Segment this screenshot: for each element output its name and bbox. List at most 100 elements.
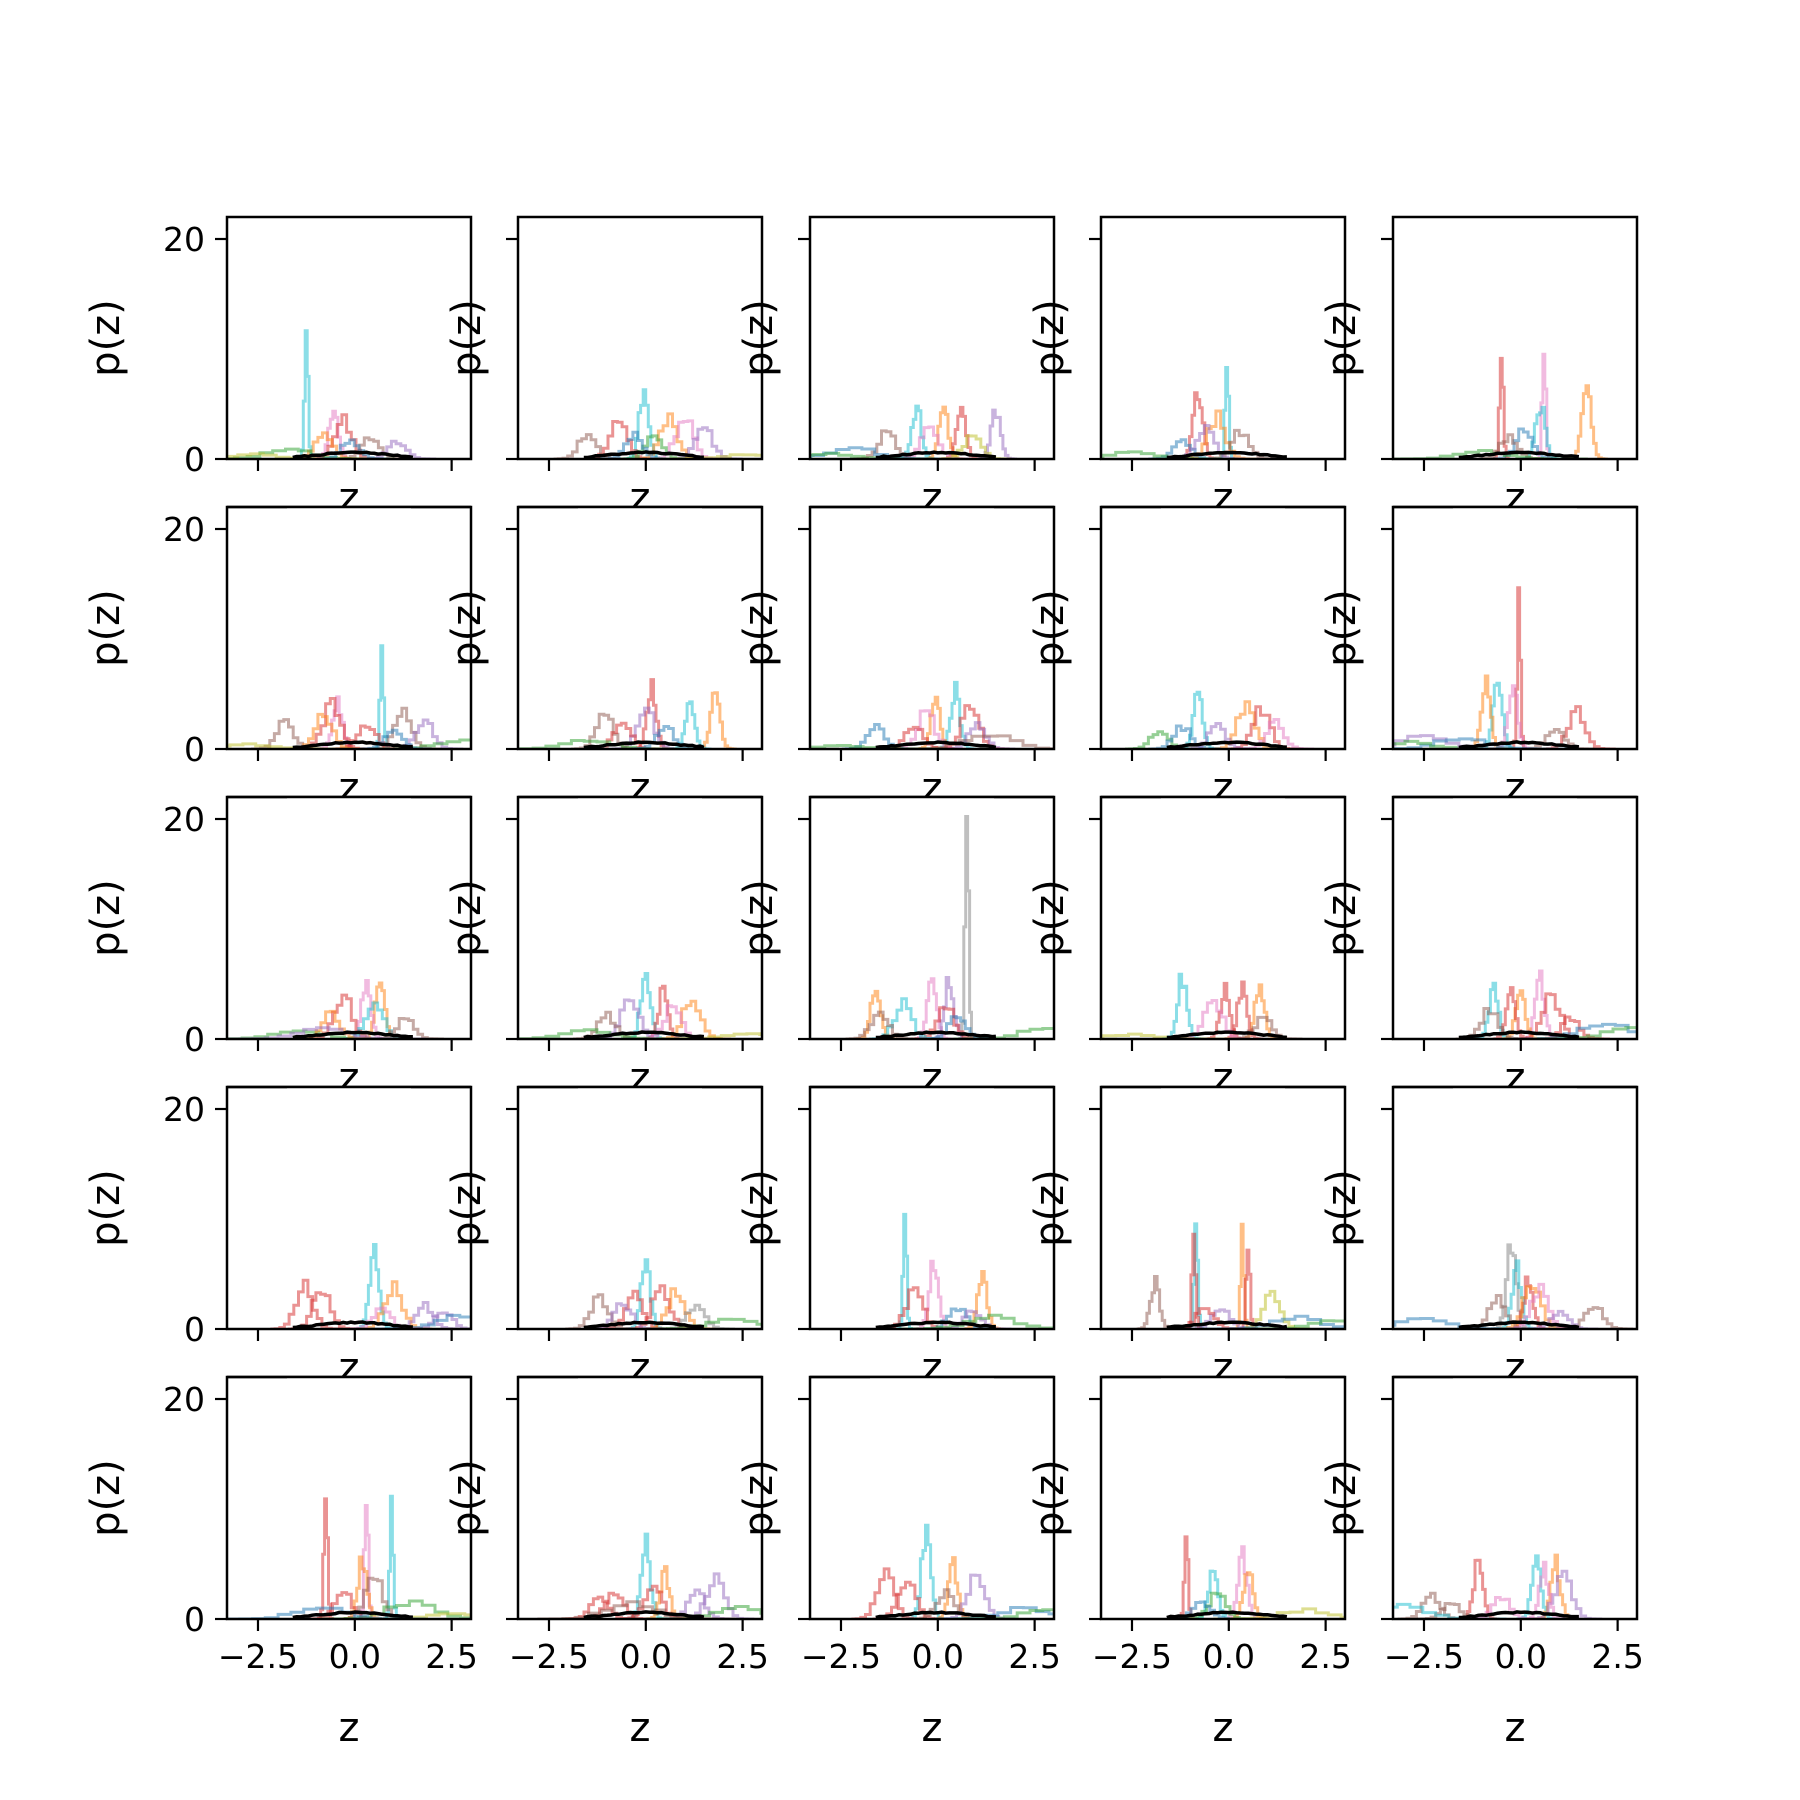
mean-density-line: [583, 1320, 705, 1329]
label-overlap-mask: [1453, 507, 1577, 525]
mean-density-line: [875, 1320, 996, 1329]
axes-frame: [1391, 215, 1639, 461]
panel-r5-c5: −2.5 0.0 2.5 z p(z): [1319, 1375, 1644, 1751]
x-tick-label: 2.5: [1299, 1637, 1351, 1676]
mean-density-line: [1166, 740, 1287, 749]
label-overlap-mask: [870, 507, 994, 525]
mean-density-line: [1166, 1610, 1288, 1619]
x-tick-label: −2.5: [1384, 1637, 1464, 1676]
x-tick-label: 0.0: [912, 1637, 964, 1676]
y-axis-label: p(z): [736, 1459, 782, 1537]
x-tick-label: 0.0: [1495, 1637, 1547, 1676]
y-axis-label: p(z): [1027, 879, 1073, 957]
label-overlap-mask: [870, 1377, 994, 1395]
mean-density-line: [1458, 1030, 1580, 1039]
y-tick-label: 0: [184, 440, 205, 479]
panel-r5-c2: −2.5 0.0 2.5 z p(z): [444, 1375, 769, 1751]
y-axis-label: p(z): [736, 1169, 782, 1247]
y-axis-label: p(z): [1319, 589, 1365, 667]
mean-density-line: [875, 740, 997, 749]
y-axis-label: p(z): [444, 1169, 490, 1247]
y-axis-label: p(z): [1027, 1169, 1073, 1247]
mean-density-line: [292, 1320, 413, 1329]
y-axis-label: p(z): [1319, 299, 1365, 377]
mean-density-line: [292, 740, 414, 749]
y-axis-label: p(z): [1027, 1459, 1073, 1537]
panel-r4-c3: zp(z): [736, 1085, 1056, 1391]
label-overlap-mask: [1161, 797, 1285, 815]
panel-r5-c1: −2.5 0.0 2.5 0 20 z p(z): [83, 1375, 478, 1751]
mean-density-line: [1166, 1320, 1288, 1329]
panel-r1-c4: zp(z): [1027, 215, 1347, 521]
y-tick-label: 20: [163, 510, 205, 549]
y-axis-label: p(z): [736, 589, 782, 667]
label-overlap-mask: [1161, 1377, 1285, 1395]
y-tick-label: 20: [163, 1380, 205, 1419]
panel-r1-c3: zp(z): [736, 215, 1056, 521]
label-overlap-mask: [1161, 507, 1285, 525]
x-tick-label: 2.5: [1008, 1637, 1060, 1676]
y-axis-label: p(z): [83, 299, 129, 377]
panel-r5-c4: −2.5 0.0 2.5 z p(z): [1027, 1375, 1352, 1751]
y-tick-label: 0: [184, 1020, 205, 1059]
label-overlap-mask: [287, 507, 411, 525]
y-axis-label: p(z): [736, 879, 782, 957]
x-tick-label: −2.5: [218, 1637, 298, 1676]
y-axis-label: p(z): [444, 1459, 490, 1537]
label-overlap-mask: [287, 1087, 411, 1105]
mean-density-line: [875, 450, 997, 459]
x-tick-label: −2.5: [801, 1637, 881, 1676]
mean-density-line: [1458, 740, 1580, 749]
y-axis-label: p(z): [1319, 879, 1365, 957]
x-tick-label: 2.5: [716, 1637, 768, 1676]
mean-density-line: [292, 1610, 414, 1619]
x-axis-label: z: [922, 1705, 943, 1751]
label-overlap-mask: [1453, 1087, 1577, 1105]
mean-density-line: [583, 450, 704, 459]
y-axis-label: p(z): [444, 299, 490, 377]
x-tick-label: 2.5: [425, 1637, 477, 1676]
panels: 020zp(z)zp(z)zp(z)zp(z)zp(z)020zp(z)zp(z…: [83, 215, 1644, 1751]
y-axis-label: p(z): [1027, 299, 1073, 377]
y-axis-label: p(z): [736, 299, 782, 377]
x-axis-label: z: [339, 1705, 360, 1751]
y-tick-label: 0: [184, 1310, 205, 1349]
x-axis-label: z: [1505, 1705, 1526, 1751]
x-axis-label: z: [1213, 1705, 1234, 1751]
label-overlap-mask: [578, 797, 702, 815]
y-axis-label: p(z): [444, 879, 490, 957]
axes-frame: [516, 215, 764, 461]
panel-r4-c2: zp(z): [444, 1085, 764, 1391]
mean-density-line: [875, 1610, 996, 1619]
panel-r3-c2: zp(z): [444, 795, 764, 1101]
y-axis-label: p(z): [83, 1459, 129, 1537]
y-tick-label: 20: [163, 220, 205, 259]
x-axis-label: z: [630, 1705, 651, 1751]
y-axis-label: p(z): [83, 879, 129, 957]
label-overlap-mask: [1161, 1087, 1285, 1105]
y-axis-label: p(z): [83, 589, 129, 667]
label-overlap-mask: [287, 797, 411, 815]
x-tick-label: 0.0: [620, 1637, 672, 1676]
x-tick-label: −2.5: [1092, 1637, 1172, 1676]
y-axis-label: p(z): [1027, 589, 1073, 667]
label-overlap-mask: [578, 507, 702, 525]
y-tick-label: 0: [184, 730, 205, 769]
label-overlap-mask: [1453, 797, 1577, 815]
mean-density-line: [1458, 1320, 1580, 1329]
axes-frame: [808, 215, 1056, 461]
y-axis-label: p(z): [83, 1169, 129, 1247]
x-tick-label: −2.5: [509, 1637, 589, 1676]
mean-density-line: [1458, 450, 1580, 459]
mean-density-line: [1458, 1610, 1579, 1619]
y-axis-label: p(z): [1319, 1459, 1365, 1537]
y-axis-label: p(z): [1319, 1169, 1365, 1247]
x-tick-label: 0.0: [329, 1637, 381, 1676]
mean-density-line: [875, 1030, 996, 1039]
mean-density-line: [292, 1030, 413, 1039]
panel-r1-c2: zp(z): [444, 215, 764, 521]
label-overlap-mask: [578, 1377, 702, 1395]
panel-r5-c3: −2.5 0.0 2.5 z p(z): [736, 1375, 1061, 1751]
mean-density-line: [583, 1030, 705, 1039]
